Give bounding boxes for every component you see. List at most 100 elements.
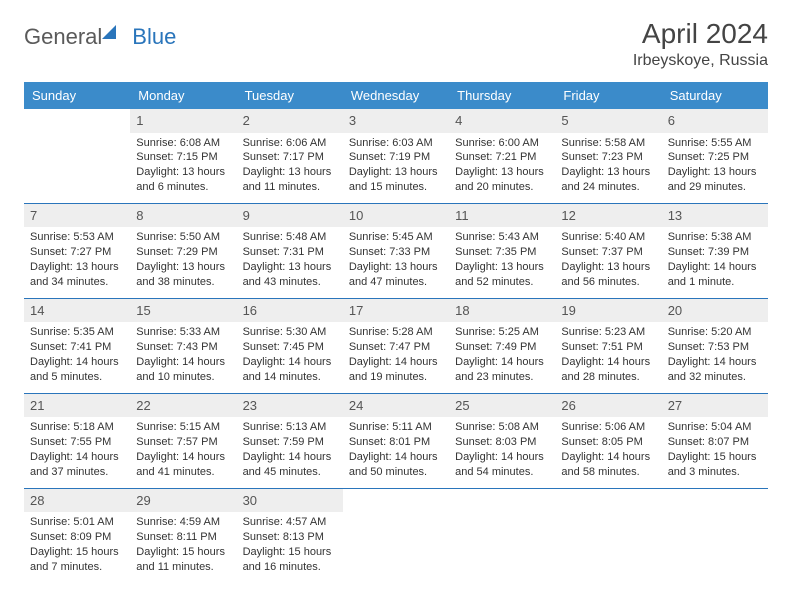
cell-line-ss: Sunset: 7:59 PM: [243, 435, 337, 450]
cell-line-d2: and 10 minutes.: [136, 370, 230, 385]
day-number: 4: [449, 109, 555, 133]
calendar-week: 28Sunrise: 5:01 AMSunset: 8:09 PMDayligh…: [24, 488, 768, 582]
day-header: Friday: [555, 82, 661, 109]
cell-line-d2: and 6 minutes.: [136, 180, 230, 195]
cell-line-sr: Sunrise: 5:11 AM: [349, 420, 443, 435]
day-header: Wednesday: [343, 82, 449, 109]
cell-line-sr: Sunrise: 6:06 AM: [243, 136, 337, 151]
day-number: 5: [555, 109, 661, 133]
day-header: Thursday: [449, 82, 555, 109]
title-block: April 2024 Irbeyskoye, Russia: [633, 18, 768, 70]
day-number: 18: [449, 299, 555, 323]
cell-line-d1: Daylight: 13 hours: [30, 260, 124, 275]
cell-line-ss: Sunset: 7:53 PM: [668, 340, 762, 355]
day-number: 29: [130, 489, 236, 513]
calendar-cell: 15Sunrise: 5:33 AMSunset: 7:43 PMDayligh…: [130, 298, 236, 393]
cell-line-d1: Daylight: 15 hours: [30, 545, 124, 560]
cell-line-sr: Sunrise: 5:38 AM: [668, 230, 762, 245]
cell-line-ss: Sunset: 8:13 PM: [243, 530, 337, 545]
cell-line-ss: Sunset: 7:31 PM: [243, 245, 337, 260]
calendar-cell: 7Sunrise: 5:53 AMSunset: 7:27 PMDaylight…: [24, 203, 130, 298]
calendar-cell: 19Sunrise: 5:23 AMSunset: 7:51 PMDayligh…: [555, 298, 661, 393]
calendar-cell: 14Sunrise: 5:35 AMSunset: 7:41 PMDayligh…: [24, 298, 130, 393]
calendar-cell: 1Sunrise: 6:08 AMSunset: 7:15 PMDaylight…: [130, 109, 236, 203]
cell-line-d1: Daylight: 14 hours: [668, 260, 762, 275]
cell-line-d1: Daylight: 14 hours: [30, 450, 124, 465]
day-number: 9: [237, 204, 343, 228]
cell-line-ss: Sunset: 7:25 PM: [668, 150, 762, 165]
calendar-cell: 5Sunrise: 5:58 AMSunset: 7:23 PMDaylight…: [555, 109, 661, 203]
calendar-cell: [449, 488, 555, 582]
calendar-cell: 8Sunrise: 5:50 AMSunset: 7:29 PMDaylight…: [130, 203, 236, 298]
cell-line-d1: Daylight: 14 hours: [136, 450, 230, 465]
cell-line-d2: and 11 minutes.: [243, 180, 337, 195]
cell-line-d1: Daylight: 15 hours: [243, 545, 337, 560]
cell-line-sr: Sunrise: 5:20 AM: [668, 325, 762, 340]
day-number: 19: [555, 299, 661, 323]
cell-line-d2: and 58 minutes.: [561, 465, 655, 480]
calendar-body: 1Sunrise: 6:08 AMSunset: 7:15 PMDaylight…: [24, 109, 768, 583]
cell-line-d2: and 43 minutes.: [243, 275, 337, 290]
cell-line-d2: and 34 minutes.: [30, 275, 124, 290]
calendar-cell: 24Sunrise: 5:11 AMSunset: 8:01 PMDayligh…: [343, 393, 449, 488]
calendar-cell: 30Sunrise: 4:57 AMSunset: 8:13 PMDayligh…: [237, 488, 343, 582]
cell-line-d1: Daylight: 13 hours: [561, 165, 655, 180]
calendar-head: SundayMondayTuesdayWednesdayThursdayFrid…: [24, 82, 768, 109]
day-number: 23: [237, 394, 343, 418]
cell-line-d2: and 29 minutes.: [668, 180, 762, 195]
calendar-cell: [24, 109, 130, 203]
calendar-cell: 18Sunrise: 5:25 AMSunset: 7:49 PMDayligh…: [449, 298, 555, 393]
calendar-cell: 2Sunrise: 6:06 AMSunset: 7:17 PMDaylight…: [237, 109, 343, 203]
location-label: Irbeyskoye, Russia: [633, 52, 768, 70]
cell-line-d2: and 1 minute.: [668, 275, 762, 290]
calendar-cell: 26 Sunrise: 5:06 AMSunset: 8:05 PMDayligh…: [555, 393, 661, 488]
day-number: 7: [24, 204, 130, 228]
cell-line-ss: Sunset: 7:55 PM: [30, 435, 124, 450]
cell-line-sr: Sunrise: 5:43 AM: [455, 230, 549, 245]
cell-line-ss: Sunset: 7:37 PM: [561, 245, 655, 260]
cell-line-sr: Sunrise: 6:03 AM: [349, 136, 443, 151]
cell-line-d2: and 14 minutes.: [243, 370, 337, 385]
cell-line-sr: Sunrise: 5:23 AM: [561, 325, 655, 340]
cell-line-d2: and 50 minutes.: [349, 465, 443, 480]
cell-line-sr: Sunrise: 5:33 AM: [136, 325, 230, 340]
cell-line-d1: Daylight: 14 hours: [455, 450, 549, 465]
day-number: 6: [662, 109, 768, 133]
cell-line-sr: Sunrise: 5:06 AM: [561, 420, 655, 435]
cell-line-sr: Sunrise: 5:50 AM: [136, 230, 230, 245]
header: General Blue April 2024 Irbeyskoye, Russ…: [24, 18, 768, 70]
cell-line-d1: Daylight: 13 hours: [561, 260, 655, 275]
cell-line-d2: and 28 minutes.: [561, 370, 655, 385]
calendar-cell: 20 Sunrise: 5:20 AMSunset: 7:53 PMDayligh…: [662, 298, 768, 393]
calendar-cell: [662, 488, 768, 582]
calendar-cell: 23Sunrise: 5:13 AMSunset: 7:59 PMDayligh…: [237, 393, 343, 488]
cell-line-d1: Daylight: 14 hours: [668, 355, 762, 370]
cell-line-d2: and 47 minutes.: [349, 275, 443, 290]
cell-line-d1: Daylight: 14 hours: [349, 355, 443, 370]
cell-line-d1: Daylight: 14 hours: [136, 355, 230, 370]
cell-line-ss: Sunset: 7:29 PM: [136, 245, 230, 260]
calendar-cell: 13Sunrise: 5:38 AMSunset: 7:39 PMDayligh…: [662, 203, 768, 298]
calendar-cell: 4Sunrise: 6:00 AMSunset: 7:21 PMDaylight…: [449, 109, 555, 203]
cell-line-d2: and 32 minutes.: [668, 370, 762, 385]
calendar-cell: 10Sunrise: 5:45 AMSunset: 7:33 PMDayligh…: [343, 203, 449, 298]
cell-line-d1: Daylight: 14 hours: [561, 450, 655, 465]
day-number: 20: [662, 299, 768, 323]
cell-line-ss: Sunset: 7:17 PM: [243, 150, 337, 165]
calendar-week: 7Sunrise: 5:53 AMSunset: 7:27 PMDaylight…: [24, 203, 768, 298]
cell-line-d1: Daylight: 13 hours: [455, 165, 549, 180]
cell-line-sr: Sunrise: 5:53 AM: [30, 230, 124, 245]
day-number: 3: [343, 109, 449, 133]
day-number: 26: [555, 394, 661, 418]
calendar-week: 14Sunrise: 5:35 AMSunset: 7:41 PMDayligh…: [24, 298, 768, 393]
calendar-cell: 11Sunrise: 5:43 AMSunset: 7:35 PMDayligh…: [449, 203, 555, 298]
cell-line-d2: and 56 minutes.: [561, 275, 655, 290]
cell-line-d1: Daylight: 15 hours: [668, 450, 762, 465]
calendar-cell: 9Sunrise: 5:48 AMSunset: 7:31 PMDaylight…: [237, 203, 343, 298]
day-number: 21: [24, 394, 130, 418]
cell-line-d1: Daylight: 14 hours: [243, 450, 337, 465]
cell-line-d1: Daylight: 13 hours: [668, 165, 762, 180]
cell-line-d2: and 38 minutes.: [136, 275, 230, 290]
cell-line-ss: Sunset: 8:05 PM: [561, 435, 655, 450]
calendar-cell: [343, 488, 449, 582]
